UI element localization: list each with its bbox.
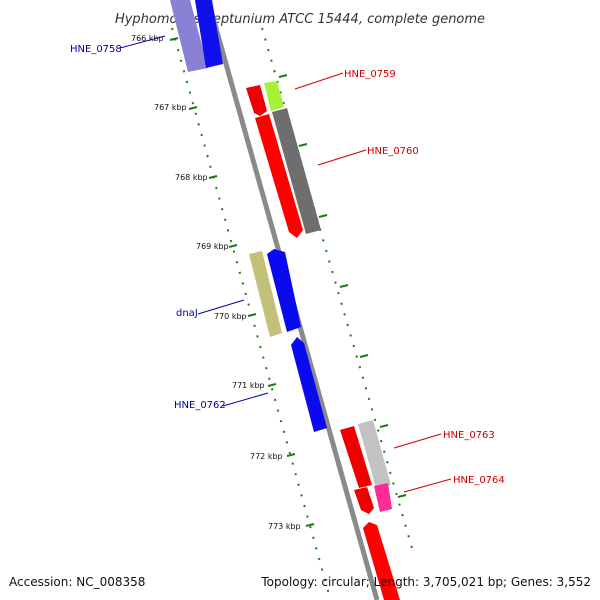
label-hne0764[interactable]: HNE_0764 <box>453 475 505 486</box>
tick-label-770: 770 kbp <box>214 312 247 321</box>
tick-label-772: 772 kbp <box>250 452 283 461</box>
leader-hne0759 <box>294 72 344 90</box>
label-hne0762[interactable]: HNE_0762 <box>174 400 226 411</box>
tick-label-773: 773 kbp <box>268 522 301 531</box>
gene-hne0758 <box>195 0 223 68</box>
label-dnaj[interactable]: dnaJ <box>176 308 198 319</box>
gene-hne0762 <box>291 337 327 432</box>
gene-hne0759 <box>264 81 284 111</box>
genome-summary-text: Topology: circular; Length: 3,705,021 bp… <box>260 575 591 589</box>
label-hne0759[interactable]: HNE_0759 <box>344 69 396 80</box>
inner-ruler-ticks <box>169 37 315 527</box>
map-title: Hyphomonas neptunium ATCC 15444, complet… <box>115 12 485 27</box>
tick-label-766: 766 kbp <box>131 34 164 43</box>
leader-hne0763 <box>393 433 442 449</box>
gene-hne0760 <box>272 108 321 234</box>
leader-hne0760 <box>317 149 367 166</box>
leader-hne0762 <box>222 392 269 407</box>
gene-red-lower-arrow <box>354 487 374 514</box>
leader-dnaj <box>197 299 245 315</box>
gene-hne0764 <box>374 483 392 512</box>
tick-label-767: 767 kbp <box>154 103 187 112</box>
leader-hne0764 <box>403 478 452 493</box>
gene-dnaj-neighbor <box>267 249 301 332</box>
tick-label-771: 771 kbp <box>232 381 265 390</box>
tick-label-769: 769 kbp <box>196 242 229 251</box>
gene-red-bottom <box>363 522 400 600</box>
gene-red-lower <box>340 426 372 488</box>
gene-hne0763 <box>358 420 391 488</box>
gene-dnaj <box>249 251 282 337</box>
gene-red-small <box>246 85 267 116</box>
label-hne0760[interactable]: HNE_0760 <box>367 146 419 157</box>
accession-text: Accession: NC_008358 <box>9 575 145 589</box>
gene-red-long <box>255 114 303 238</box>
label-hne0758[interactable]: HNE_0758 <box>70 44 122 55</box>
label-hne0763[interactable]: HNE_0763 <box>443 430 495 441</box>
tick-label-768: 768 kbp <box>175 173 208 182</box>
leader-hne0758 <box>119 35 166 49</box>
outer-ruler-ticks <box>278 74 407 498</box>
outer-ruler-line <box>261 27 413 549</box>
gene-hne0758-faded <box>170 0 208 72</box>
